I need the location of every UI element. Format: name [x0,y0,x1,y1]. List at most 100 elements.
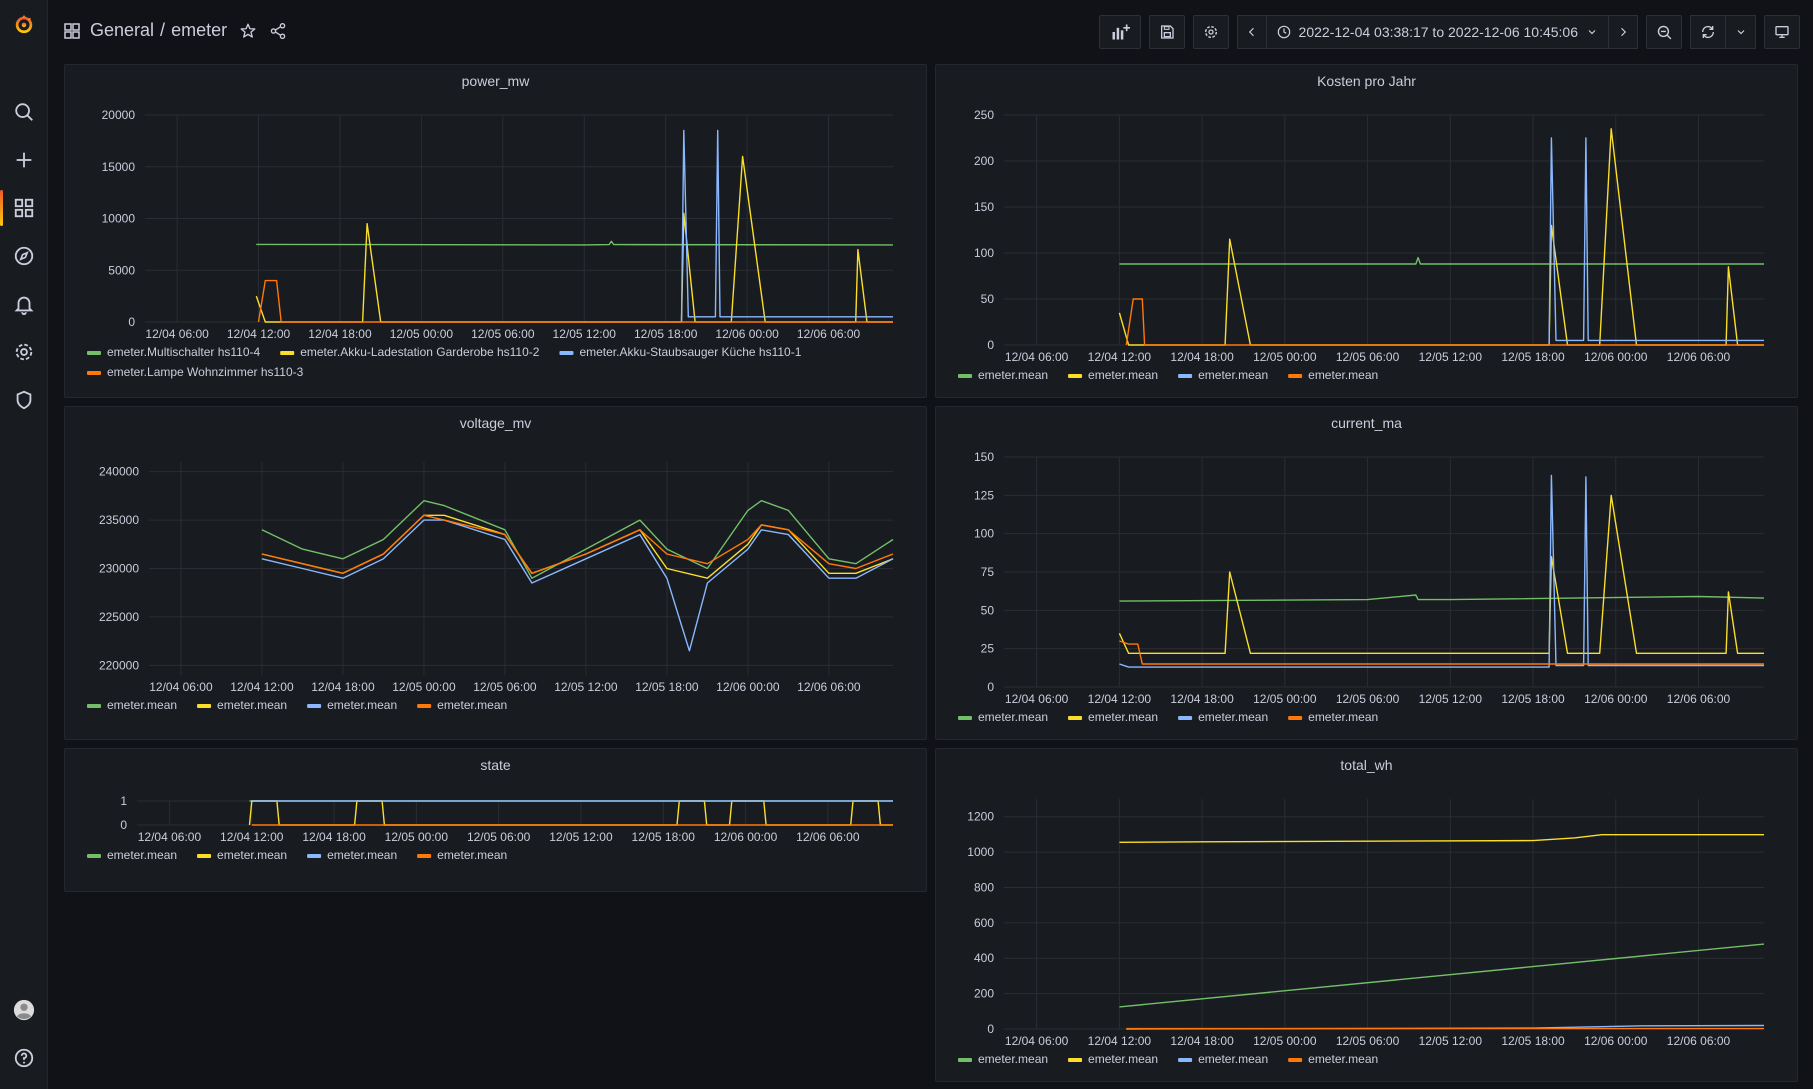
legend-item[interactable]: emeter.Lampe Wohnzimmer hs110-3 [107,365,304,379]
avatar[interactable] [0,988,48,1032]
legend-item[interactable]: emeter.mean [978,1052,1048,1066]
refresh-interval-button[interactable] [1726,15,1756,49]
search-icon[interactable] [0,90,48,134]
legend-item[interactable]: emeter.mean [327,848,397,862]
apps-grid-icon [64,22,80,39]
legend-item[interactable]: emeter.mean [1198,710,1268,724]
legend-item[interactable]: emeter.mean [1088,1052,1158,1066]
panel-voltage-mv[interactable]: voltage_mv 220000 225000 230000 235000 24000… [64,406,927,740]
legend-swatch [958,374,972,378]
refresh-button[interactable] [1690,15,1726,49]
y-tick-label: 0 [128,315,135,329]
panel-state[interactable]: state 0 1 12/04 06:00 12/04 12:00 12/04 18:0… [64,748,927,892]
panel-current-ma[interactable]: current_ma 0 25 50 75 100 125 150 12/04 06:00 12… [935,406,1798,740]
legend-item[interactable]: emeter.Akku-Ladestation Garderobe hs110-… [300,345,540,359]
save-dashboard-button[interactable] [1148,15,1185,49]
series-line-green[interactable] [1119,256,1764,265]
plus-icon[interactable] [0,138,48,182]
panel-power-mw[interactable]: power_mw 0 5000 10000 15000 20000 12/04 06:00… [64,64,927,398]
x-tick-label: 12/05 00:00 [1253,692,1317,706]
legend-swatch [1288,374,1303,378]
y-tick-label: 15000 [102,160,136,174]
chart-svg[interactable]: 0 5000 10000 15000 20000 12/04 06:00 12/04 12:… [65,65,926,397]
panel-title[interactable]: voltage_mv [459,415,532,431]
legend-item[interactable]: emeter.mean [1308,368,1378,382]
time-shift-back-button[interactable] [1236,15,1267,49]
help-icon[interactable] [0,1036,48,1080]
legend-item[interactable]: emeter.mean [978,710,1048,724]
series-line-blue[interactable] [1548,137,1764,346]
dashboards-icon[interactable] [0,186,48,230]
chart-svg[interactable]: 0 25 50 75 100 125 150 12/04 06:00 12/04 12:00 12… [936,407,1797,739]
dashboard-title[interactable]: emeter [171,20,228,40]
legend-item[interactable]: emeter.mean [1308,710,1378,724]
dashboard-settings-button[interactable] [1192,15,1229,49]
explore-icon[interactable] [0,234,48,278]
legend-item[interactable]: emeter.mean [437,848,507,862]
x-tick-label: 12/05 12:00 [549,830,613,844]
settings-gear-icon [1204,25,1217,39]
series-line-orange[interactable] [1125,298,1764,346]
share-icon[interactable] [269,22,287,40]
gear-icon[interactable] [0,330,48,374]
time-range-picker[interactable]: 2022-12-04 03:38:17 to 2022-12-06 10:45:… [1266,15,1609,49]
panel-title[interactable]: Kosten pro Jahr [1317,73,1416,89]
series-line-green[interactable] [1119,943,1765,1008]
add-panel-button[interactable] [1098,15,1141,49]
chart-svg[interactable]: 0 50 100 150 200 250 12/04 06:00 12/04 12:00 12/… [936,65,1797,397]
series-line-green[interactable] [261,499,894,579]
legend-item[interactable]: emeter.mean [107,848,177,862]
breadcrumb-folder[interactable]: General [90,20,155,40]
x-tick-label: 12/04 12:00 [227,327,291,341]
chart-svg[interactable]: 220000 225000 230000 235000 240000 12/04 06:0… [65,407,926,739]
view-mode-button[interactable] [1764,15,1800,49]
panel-total-wh[interactable]: total_wh 0 200 400 600 800 1000 1200 12/04 06:0… [935,748,1798,1082]
zoom-out-button[interactable] [1646,15,1682,49]
panel-title[interactable]: state [480,757,511,773]
series-line-yellow[interactable] [255,155,893,323]
y-tick-label: 150 [974,200,994,214]
legend-item[interactable]: emeter.mean [1088,368,1158,382]
legend-item[interactable]: emeter.mean [1308,1052,1378,1066]
legend-item[interactable]: emeter.Multischalter hs110-4 [107,345,261,359]
chart-svg[interactable]: 0 1 12/04 06:00 12/04 12:00 12/04 18:00 12/05… [65,749,926,891]
x-tick-label: 12/04 06:00 [1005,350,1069,364]
legend-item[interactable]: emeter.mean [217,848,287,862]
panel-title[interactable]: current_ma [1331,415,1402,431]
series-line-orange[interactable] [257,279,894,323]
series-line-blue[interactable] [680,129,894,323]
y-tick-label: 0 [987,680,994,694]
series-line-green[interactable] [256,240,894,246]
y-tick-label: 400 [974,951,994,965]
chart-svg[interactable]: 0 200 400 600 800 1000 1200 12/04 06:00 12/04 12… [936,749,1797,1081]
y-tick-label: 0 [987,338,994,352]
series-line-blue[interactable] [261,519,894,652]
panel-title[interactable]: total_wh [1340,757,1393,773]
star-icon[interactable] [239,22,257,40]
series-line-yellow[interactable] [1119,833,1764,843]
legend-item[interactable]: emeter.mean [327,698,397,712]
panel-kosten-pro-jahr[interactable]: Kosten pro Jahr 0 50 100 150 200 250 12/04 06:… [935,64,1798,398]
legend-item[interactable]: emeter.mean [1198,1052,1268,1066]
legend-item[interactable]: emeter.mean [1088,710,1158,724]
time-shift-forward-button[interactable] [1609,15,1638,49]
series-line-green[interactable] [1119,594,1765,602]
series-line-orange[interactable] [261,514,894,575]
bell-icon[interactable] [0,282,48,326]
series-line-yellow[interactable] [248,800,894,826]
legend-item[interactable]: emeter.mean [107,698,177,712]
legend-item[interactable]: emeter.Akku-Staubsauger Küche hs110-1 [579,345,801,359]
panel-title[interactable]: power_mw [461,73,530,89]
legend-item[interactable]: emeter.mean [978,368,1048,382]
x-tick-label: 12/04 06:00 [149,680,213,694]
legend-swatch [87,854,101,858]
legend-item[interactable]: emeter.mean [1198,368,1268,382]
top-bar: General / emeter 2022-12-04 03:38:17 to … [48,0,1813,64]
legend-item[interactable]: emeter.mean [217,698,287,712]
legend-item[interactable]: emeter.mean [437,698,507,712]
series-line-blue[interactable] [1119,474,1764,668]
series-line-orange[interactable] [1119,640,1764,665]
shield-icon[interactable] [0,378,48,422]
grafana-logo-icon[interactable] [0,2,48,46]
series-line-yellow[interactable] [1118,494,1764,655]
